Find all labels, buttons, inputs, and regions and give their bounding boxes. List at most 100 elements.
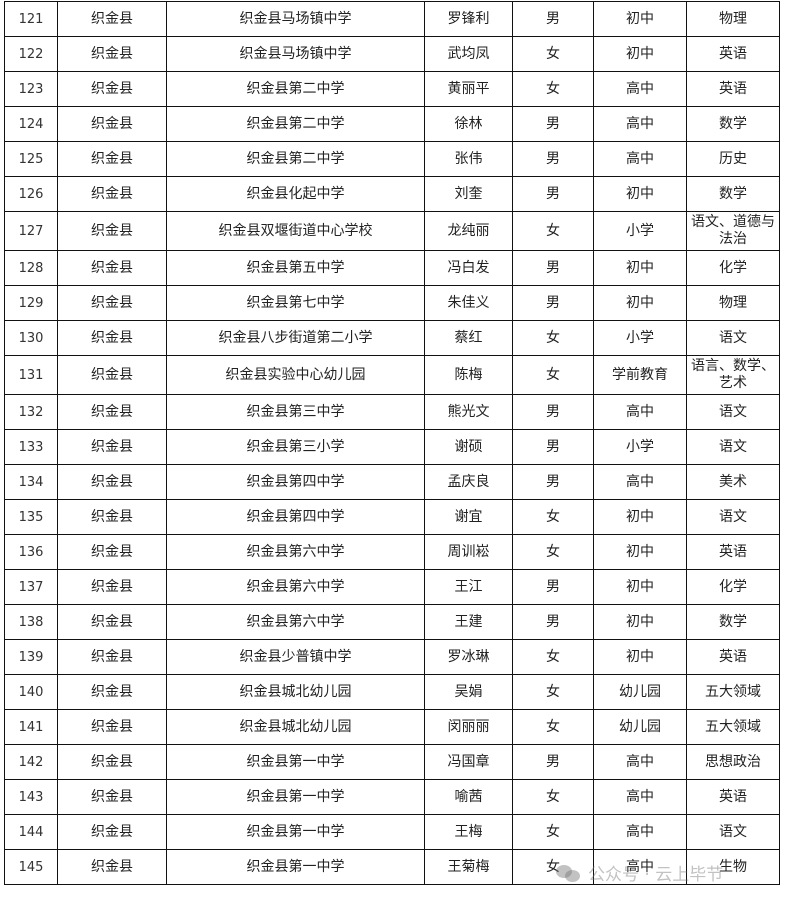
teacher-name-cell: 朱佳义: [424, 285, 513, 321]
row-number-cell: 123: [4, 71, 58, 107]
watermark: 公众号 · 云上毕节: [556, 860, 723, 885]
gender-cell: 男: [512, 106, 594, 142]
subject-cell: 历史: [686, 141, 780, 177]
wechat-icon: [556, 863, 582, 883]
county-cell: 织金县: [57, 744, 167, 780]
table-row: 135 织金县 织金县第四中学 谢宜女初中 语文: [4, 499, 780, 535]
school-level-cell: 高中: [593, 106, 687, 142]
school-level-cell: 学前教育: [593, 355, 687, 395]
row-number-cell: 136: [4, 534, 58, 570]
teacher-name-cell: 罗锋利: [424, 1, 513, 37]
table-row: 128 织金县 织金县第五中学 冯白发男初中 化学: [4, 250, 780, 286]
subject-cell: 英语: [686, 534, 780, 570]
subject-cell: 数学: [686, 604, 780, 640]
school-cell: 织金县第六中学: [166, 604, 425, 640]
school-cell: 织金县实验中心幼儿园: [166, 355, 425, 395]
school-level-cell: 高中: [593, 464, 687, 500]
table-row: 124 织金县 织金县第二中学 徐林男高中 数学: [4, 106, 780, 142]
school-level-cell: 高中: [593, 814, 687, 850]
teacher-name-cell: 喻茜: [424, 779, 513, 815]
subject-cell: 语文: [686, 429, 780, 465]
row-number-cell: 142: [4, 744, 58, 780]
county-cell: 织金县: [57, 639, 167, 675]
teacher-name-cell: 周训崧: [424, 534, 513, 570]
school-cell: 织金县城北幼儿园: [166, 709, 425, 745]
subject-cell: 英语: [686, 71, 780, 107]
row-number-cell: 141: [4, 709, 58, 745]
gender-cell: 女: [512, 779, 594, 815]
subject-cell: 五大领域: [686, 709, 780, 745]
row-number-cell: 140: [4, 674, 58, 710]
county-cell: 织金县: [57, 604, 167, 640]
school-cell: 织金县第一中学: [166, 744, 425, 780]
gender-cell: 女: [512, 534, 594, 570]
county-cell: 织金县: [57, 534, 167, 570]
teacher-name-cell: 王菊梅: [424, 849, 513, 885]
table-row: 144 织金县 织金县第一中学 王梅女高中 语文: [4, 814, 780, 850]
teacher-name-cell: 闵丽丽: [424, 709, 513, 745]
subject-cell: 语文: [686, 320, 780, 356]
table-row: 125 织金县 织金县第二中学 张伟男高中 历史: [4, 141, 780, 177]
table-row: 134 织金县 织金县第四中学 孟庆良男高中 美术: [4, 464, 780, 500]
subject-cell: 物理: [686, 285, 780, 321]
table-row: 136 织金县 织金县第六中学 周训崧女初中 英语: [4, 534, 780, 570]
table-row: 131 织金县 织金县实验中心幼儿园 陈梅女学前教育 语言、数学、艺术: [4, 355, 780, 395]
county-cell: 织金县: [57, 285, 167, 321]
subject-cell: 语文: [686, 499, 780, 535]
county-cell: 织金县: [57, 849, 167, 885]
gender-cell: 男: [512, 176, 594, 212]
school-cell: 织金县第一中学: [166, 779, 425, 815]
row-number-cell: 130: [4, 320, 58, 356]
school-cell: 织金县第七中学: [166, 285, 425, 321]
gender-cell: 女: [512, 320, 594, 356]
row-number-cell: 138: [4, 604, 58, 640]
table-row: 122 织金县 织金县马场镇中学 武均凤女初中 英语: [4, 36, 780, 72]
gender-cell: 男: [512, 569, 594, 605]
watermark-text: 公众号 · 云上毕节: [588, 865, 724, 885]
school-level-cell: 高中: [593, 141, 687, 177]
school-cell: 织金县第三中学: [166, 394, 425, 430]
school-level-cell: 小学: [593, 211, 687, 251]
school-level-cell: 初中: [593, 176, 687, 212]
subject-cell: 英语: [686, 779, 780, 815]
teacher-name-cell: 张伟: [424, 141, 513, 177]
subject-cell: 数学: [686, 176, 780, 212]
school-cell: 织金县少普镇中学: [166, 639, 425, 675]
row-number-cell: 135: [4, 499, 58, 535]
school-level-cell: 高中: [593, 744, 687, 780]
county-cell: 织金县: [57, 394, 167, 430]
school-level-cell: 初中: [593, 534, 687, 570]
subject-cell: 生物: [686, 849, 780, 885]
table-row: 143 织金县 织金县第一中学 喻茜女高中 英语: [4, 779, 780, 815]
row-number-cell: 137: [4, 569, 58, 605]
teacher-name-cell: 刘奎: [424, 176, 513, 212]
table-row: 130 织金县 织金县八步街道第二小学 蔡红女小学 语文: [4, 320, 780, 356]
row-number-cell: 124: [4, 106, 58, 142]
teacher-name-cell: 徐林: [424, 106, 513, 142]
row-number-cell: 129: [4, 285, 58, 321]
teacher-name-cell: 王建: [424, 604, 513, 640]
subject-cell: 英语: [686, 639, 780, 675]
school-cell: 织金县第一中学: [166, 814, 425, 850]
school-cell: 织金县城北幼儿园: [166, 674, 425, 710]
school-cell: 织金县马场镇中学: [166, 1, 425, 37]
teacher-name-cell: 罗冰琳: [424, 639, 513, 675]
subject-cell: 思想政治: [686, 744, 780, 780]
table-row: 126 织金县 织金县化起中学 刘奎男初中 数学: [4, 176, 780, 212]
school-level-cell: 高中: [593, 71, 687, 107]
county-cell: 织金县: [57, 211, 167, 251]
table-row: 129 织金县 织金县第七中学 朱佳义男初中 物理: [4, 285, 780, 321]
row-number-cell: 139: [4, 639, 58, 675]
teacher-name-cell: 龙纯丽: [424, 211, 513, 251]
school-level-cell: 小学: [593, 429, 687, 465]
table-row: 145 织金县 织金县第一中学 王菊梅女高中 生物: [4, 849, 780, 885]
gender-cell: 男: [512, 464, 594, 500]
school-cell: 织金县双堰街道中心学校: [166, 211, 425, 251]
county-cell: 织金县: [57, 320, 167, 356]
teacher-name-cell: 谢硕: [424, 429, 513, 465]
gender-cell: 女: [512, 499, 594, 535]
row-number-cell: 143: [4, 779, 58, 815]
table-row: 137 织金县 织金县第六中学 王江男初中 化学: [4, 569, 780, 605]
row-number-cell: 125: [4, 141, 58, 177]
school-level-cell: 高中: [593, 779, 687, 815]
